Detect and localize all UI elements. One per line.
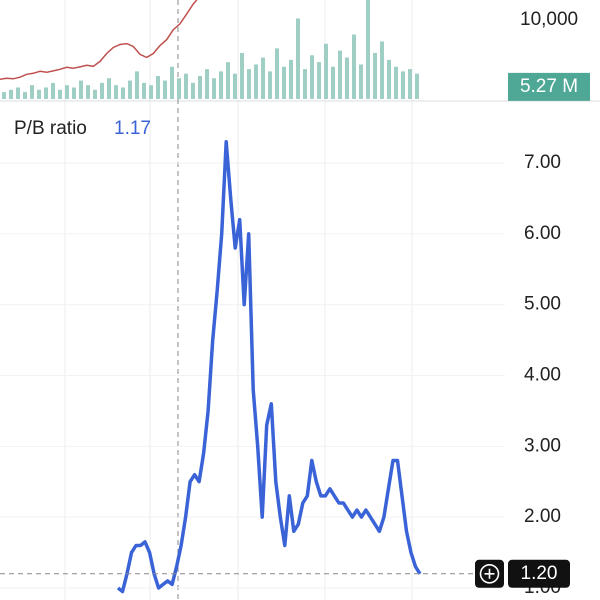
volume-bar (163, 80, 167, 99)
y-tick-label: 4.00 (524, 365, 561, 386)
volume-bar (2, 92, 6, 99)
volume-bar (191, 82, 195, 99)
volume-bar (380, 41, 384, 99)
volume-bar (247, 69, 251, 99)
volume-bar (240, 52, 244, 99)
volume-bar (233, 73, 237, 99)
volume-bar (275, 48, 279, 99)
y-tick-label: 7.00 (524, 152, 561, 173)
volume-bar (114, 85, 118, 99)
volume-bar (86, 85, 90, 99)
y-tick-label: 3.00 (524, 435, 561, 456)
volume-bar (219, 71, 223, 99)
indicator-title: P/B ratio (14, 118, 87, 139)
volume-bar (121, 87, 125, 99)
volume-bar (44, 87, 48, 99)
volume-bar (100, 82, 104, 99)
volume-bar (261, 57, 265, 99)
price-line (0, 0, 198, 80)
volume-tag-label: 5.27 M (520, 76, 578, 97)
volume-bar (135, 71, 139, 99)
volume-bar (65, 85, 69, 99)
volume-bar (324, 43, 328, 99)
volume-bar (156, 75, 160, 99)
price-tick-label: 10,000 (520, 9, 578, 30)
volume-bar (128, 80, 132, 99)
volume-bar (23, 92, 27, 99)
volume-bar (93, 89, 97, 99)
volume-bar (79, 80, 83, 99)
volume-bar (72, 87, 76, 99)
volume-bar (401, 71, 405, 99)
volume-bar (317, 62, 321, 99)
volume-bar (289, 59, 293, 99)
add-icon-plus (484, 568, 495, 579)
add-icon (479, 563, 500, 584)
volume-bar (198, 75, 202, 99)
volume-bar (331, 66, 335, 99)
volume-bar (51, 82, 55, 99)
volume-bar (254, 64, 258, 99)
volume-bar (9, 89, 13, 99)
volume-bar (16, 87, 20, 99)
pb-line (116, 140, 422, 594)
volume-bar (296, 18, 300, 99)
volume-bar (205, 69, 209, 99)
volume-bar (170, 66, 174, 99)
volume-tag (508, 72, 590, 101)
volume-bar (37, 89, 41, 99)
y-tick-label: 5.00 (524, 294, 561, 315)
volume-bar (359, 64, 363, 99)
volume-bar (408, 69, 412, 99)
volume-bar (387, 59, 391, 99)
volume-bar (226, 62, 230, 99)
volume-bar (366, 0, 370, 99)
volume-bar (268, 71, 272, 99)
volume-bar (184, 73, 188, 99)
crosshair-tag (508, 559, 570, 588)
y-tick-label: 2.00 (524, 506, 561, 527)
volume-bar (345, 57, 349, 99)
volume-bar (415, 73, 419, 99)
volume-bar (149, 85, 153, 99)
volume-bar (142, 82, 146, 99)
volume-bar (394, 66, 398, 99)
volume-bar (338, 50, 342, 99)
volume-bar (282, 66, 286, 99)
volume-bar (177, 78, 181, 99)
volume-bar (373, 52, 377, 99)
volume-bar (30, 85, 34, 99)
y-tick-label: 6.00 (524, 223, 561, 244)
volume-bar (212, 78, 216, 99)
volume-bar (303, 69, 307, 99)
crosshair-tag-label: 1.20 (521, 563, 558, 584)
vertical-grid (64, 0, 413, 600)
volume-bar (310, 55, 314, 99)
volume-bar (352, 34, 356, 99)
indicator-value: 1.17 (114, 118, 151, 139)
volume-bar (107, 78, 111, 99)
volume-bar (58, 89, 62, 99)
